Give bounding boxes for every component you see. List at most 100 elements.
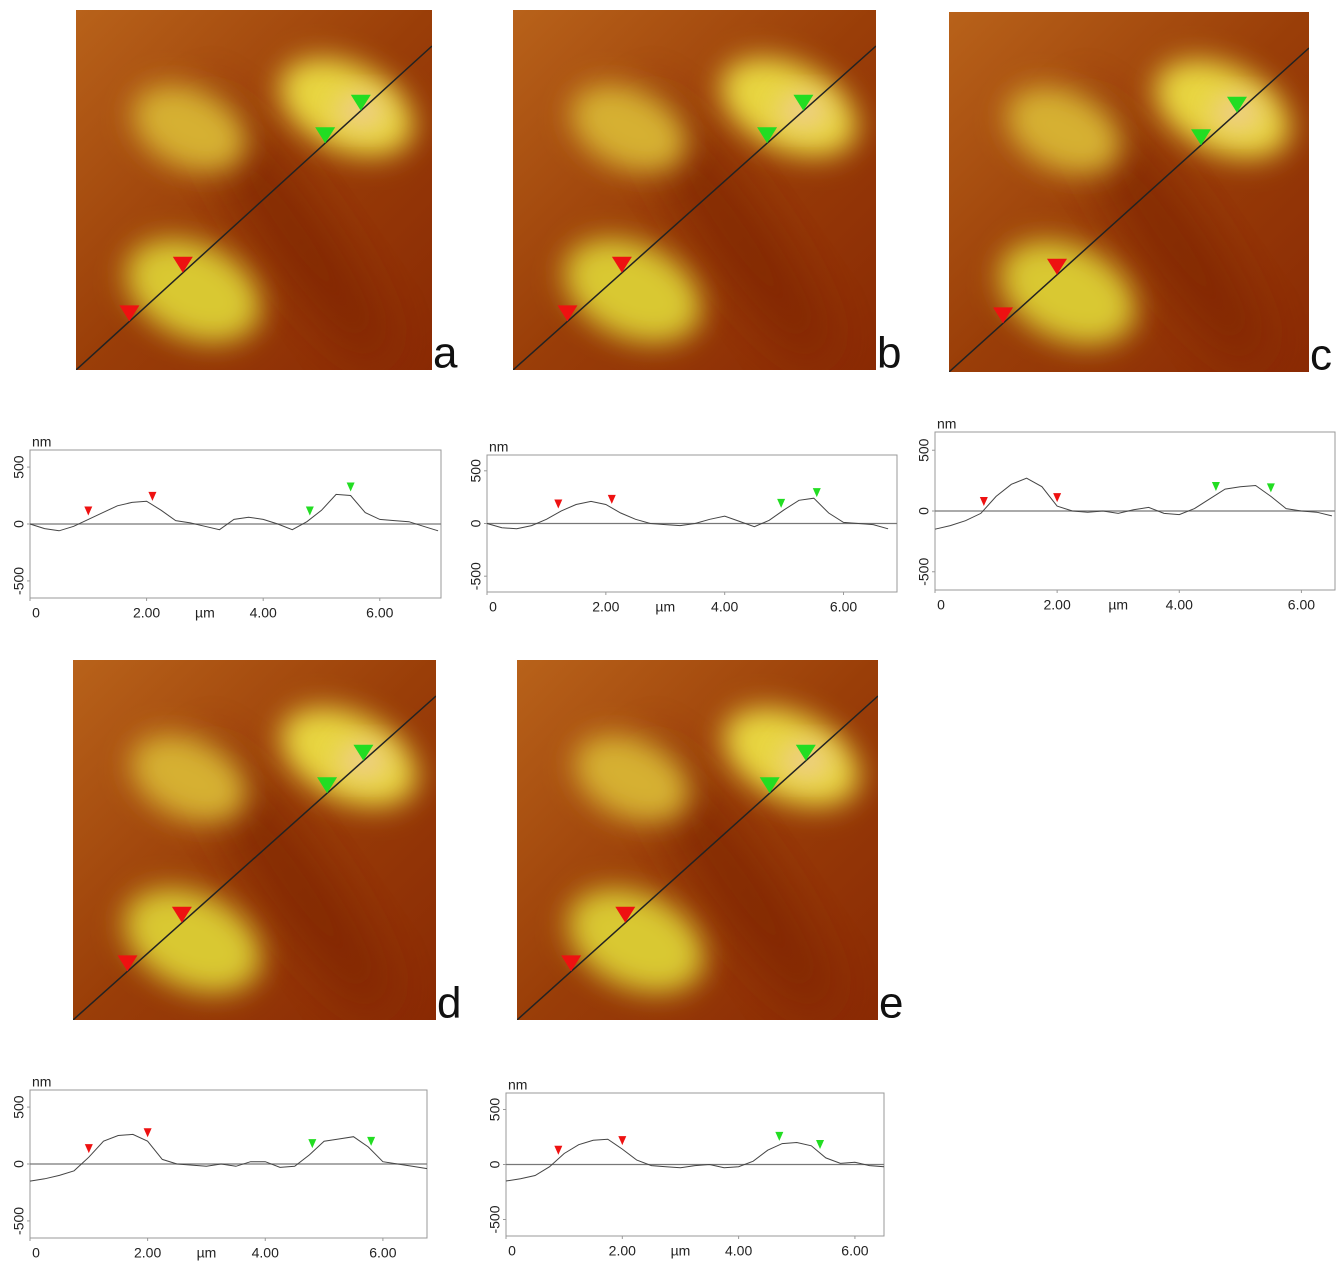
x-axis-label: µm: [671, 1243, 691, 1259]
afm-content: [517, 660, 878, 1020]
cursor-marker: [1227, 96, 1247, 113]
cursor-marker: [346, 482, 355, 492]
cursor-marker: [777, 498, 786, 508]
cursor-marker: [554, 1145, 563, 1155]
y-tick-label: -500: [11, 567, 27, 595]
y-tick-label: 0: [11, 520, 27, 528]
afm-feature: [999, 240, 1136, 346]
cursor-marker: [993, 307, 1013, 324]
afm-feature: [574, 734, 691, 824]
x-axis-label: µm: [655, 599, 675, 615]
panel-label: c: [1310, 331, 1332, 380]
cursor-marker: [305, 506, 314, 516]
profile-chart: -500 0 500 0 2.00 4.00 6.00 nm µm: [468, 439, 898, 615]
panel-label: e: [879, 979, 903, 1028]
cursor-marker: [554, 499, 563, 509]
profile-trace: [486, 497, 889, 530]
profile-line: [513, 45, 876, 370]
x-tick-label: 4.00: [252, 1245, 279, 1261]
cursor-marker: [117, 955, 138, 972]
afm-image: [517, 660, 878, 1020]
y-tick-label: 0: [11, 1160, 27, 1168]
cursor-marker: [350, 94, 371, 111]
cursor-marker: [611, 256, 632, 273]
y-tick-label: -500: [487, 1205, 503, 1233]
cursor-marker: [1191, 129, 1211, 146]
cursor-marker: [812, 488, 821, 498]
afm-feature: [130, 734, 248, 824]
x-tick-label: 0: [32, 1245, 40, 1261]
y-axis-label: nm: [489, 439, 508, 455]
cursor-marker: [317, 777, 338, 794]
cursor-marker: [171, 906, 192, 923]
x-axis-label: µm: [1108, 597, 1128, 613]
cursor-marker: [607, 494, 616, 504]
x-tick-label: 0: [489, 599, 497, 615]
x-tick-label: 2.00: [1044, 597, 1071, 613]
panel-label: b: [877, 329, 901, 378]
x-tick-label: 6.00: [830, 599, 857, 615]
cursor-marker: [816, 1140, 825, 1150]
cursor-marker: [84, 506, 93, 516]
afm-content: [73, 660, 436, 1020]
cursor-marker: [979, 497, 988, 507]
cursor-marker: [561, 955, 582, 972]
cursor-marker: [315, 127, 336, 144]
afm-content: [513, 10, 876, 370]
profile-chart: -500 0 500 0 2.00 4.00 6.00 nm µm: [11, 434, 442, 621]
cursor-marker: [1211, 481, 1220, 491]
y-tick-label: 500: [11, 1095, 27, 1119]
cursor-marker: [793, 94, 814, 111]
afm-content: [76, 10, 432, 370]
afm-feature: [567, 888, 705, 994]
x-tick-label: 0: [32, 605, 40, 621]
cursor-marker: [119, 305, 140, 322]
y-tick-label: 500: [487, 1098, 503, 1122]
cursor-marker: [615, 906, 636, 923]
cursor-marker: [84, 1144, 93, 1154]
x-tick-label: 0: [508, 1243, 516, 1259]
cursor-marker: [353, 744, 374, 761]
y-axis-label: nm: [32, 1074, 51, 1090]
x-axis-label: µm: [197, 1245, 217, 1261]
x-tick-label: 2.00: [133, 605, 160, 621]
profile-line: [517, 695, 878, 1020]
afm-feature: [570, 84, 688, 174]
x-tick-label: 4.00: [250, 605, 277, 621]
profile-trace: [29, 1133, 428, 1182]
afm-feature: [125, 238, 261, 343]
x-tick-label: 2.00: [134, 1245, 161, 1261]
x-tick-label: 0: [937, 597, 945, 613]
profile-trace: [934, 477, 1333, 530]
cursor-marker: [308, 1139, 317, 1149]
afm-image: [513, 10, 876, 370]
y-tick-label: 500: [11, 455, 27, 479]
cursor-marker: [557, 305, 578, 322]
y-tick-label: -500: [916, 558, 932, 586]
x-tick-label: 2.00: [592, 599, 619, 615]
y-tick-label: 0: [916, 507, 932, 515]
cursor-marker: [1266, 483, 1275, 493]
cursor-marker: [1053, 493, 1062, 503]
cursor-marker: [1047, 258, 1067, 275]
panel-label: a: [433, 329, 458, 378]
cursor-marker: [759, 777, 780, 794]
y-tick-label: -500: [468, 562, 484, 590]
x-tick-label: 4.00: [711, 599, 738, 615]
x-tick-label: 4.00: [725, 1243, 752, 1259]
y-axis-label: nm: [508, 1077, 527, 1093]
afm-feature: [1006, 86, 1123, 176]
x-tick-label: 6.00: [1288, 597, 1315, 613]
cursor-marker: [775, 1131, 784, 1141]
cursor-marker: [367, 1136, 376, 1146]
afm-image: [73, 660, 436, 1020]
profile-chart: -500 0 500 0 2.00 4.00 6.00 nm µm: [916, 416, 1336, 613]
afm-content: [949, 12, 1309, 372]
x-tick-label: 6.00: [366, 605, 393, 621]
x-tick-label: 4.00: [1166, 597, 1193, 613]
profile-trace: [29, 493, 439, 532]
profile-chart: -500 0 500 0 2.00 4.00 6.00 nm µm: [11, 1074, 428, 1261]
y-tick-label: 0: [487, 1160, 503, 1168]
afm-feature: [564, 238, 702, 344]
